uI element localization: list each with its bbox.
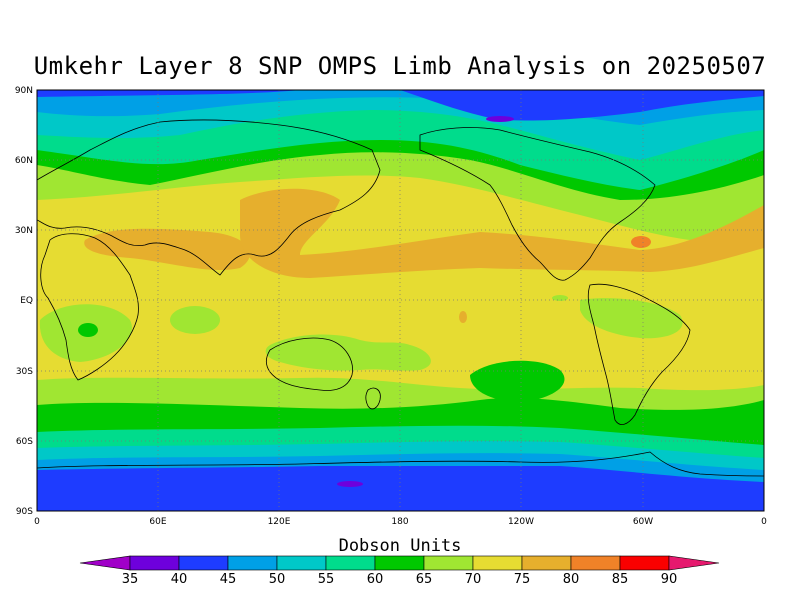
ozone-band-45-south bbox=[37, 466, 764, 511]
north-america-coastline bbox=[419, 127, 656, 281]
lon-label: 0 bbox=[34, 517, 40, 527]
ozone-low-70-south-america bbox=[580, 298, 683, 339]
new-zealand-coastline bbox=[365, 387, 381, 410]
antarctica-coastline bbox=[37, 451, 764, 477]
south-america-coastline bbox=[587, 283, 691, 425]
colorbar-label: 80 bbox=[563, 572, 580, 587]
lon-label: 120W bbox=[508, 517, 534, 527]
colorbar-label: 90 bbox=[661, 572, 678, 587]
chart-title: Umkehr Layer 8 SNP OMPS Limb Analysis on… bbox=[33, 52, 767, 80]
ozone-field bbox=[37, 90, 764, 511]
lat-label: EQ bbox=[20, 296, 33, 306]
lon-label: 0 bbox=[761, 517, 767, 527]
lon-label: 60W bbox=[633, 517, 653, 527]
lon-axis: 0 60E 120E 180 120W 60W 0 bbox=[34, 517, 767, 527]
colorbar-swatch bbox=[423, 555, 474, 571]
colorbar-swatch bbox=[570, 555, 621, 571]
lat-label: 30N bbox=[15, 226, 33, 236]
lat-label: 30S bbox=[16, 367, 33, 377]
lat-label: 90S bbox=[16, 507, 33, 517]
colorbar-label: 40 bbox=[171, 572, 188, 587]
ozone-high-80-equatorial bbox=[459, 311, 467, 323]
colorbar-label: 65 bbox=[416, 572, 433, 587]
africa-coastline bbox=[40, 233, 139, 381]
ozone-band-45-north bbox=[400, 90, 764, 121]
colorbar-label: 35 bbox=[122, 572, 139, 587]
colorbar-swatch bbox=[129, 555, 180, 571]
lon-label: 180 bbox=[391, 517, 408, 527]
colorbar-swatch bbox=[276, 555, 327, 571]
lat-axis: 90N 60N 30N EQ 30S 60S 90S bbox=[15, 86, 33, 517]
lon-label: 60E bbox=[149, 517, 166, 527]
colorbar-swatch bbox=[668, 555, 720, 571]
lat-label: 60N bbox=[15, 156, 33, 166]
colorbar-swatch bbox=[374, 555, 425, 571]
lat-label: 90N bbox=[15, 86, 33, 96]
ozone-min-40-south bbox=[337, 481, 363, 487]
ozone-low-65-africa bbox=[78, 323, 98, 337]
colorbar-swatch bbox=[521, 555, 572, 571]
colorbar-label: 55 bbox=[318, 572, 335, 587]
map-frame bbox=[36, 89, 765, 512]
colorbar-label: 70 bbox=[465, 572, 482, 587]
ozone-high-80-africa bbox=[84, 228, 250, 271]
colorbar-swatch bbox=[227, 555, 278, 571]
colorbar-swatch bbox=[619, 555, 670, 571]
colorbar-swatch bbox=[79, 555, 131, 571]
ozone-low-70-east-pacific bbox=[552, 295, 568, 301]
colorbar-swatch bbox=[325, 555, 376, 571]
colorbar-swatch bbox=[472, 555, 523, 571]
ozone-low-70-indian bbox=[170, 306, 220, 334]
colorbar-label: 75 bbox=[514, 572, 531, 587]
ozone-min-40-north bbox=[486, 116, 514, 122]
colorbar-title: Dobson Units bbox=[338, 536, 462, 556]
lon-label: 120E bbox=[268, 517, 291, 527]
lat-label: 60S bbox=[16, 437, 33, 447]
colorbar-label: 85 bbox=[612, 572, 629, 587]
colorbar: 35 40 45 50 55 60 65 70 75 80 85 90 bbox=[79, 555, 720, 587]
eurasia-coastline bbox=[37, 119, 381, 276]
colorbar-label: 50 bbox=[269, 572, 286, 587]
colorbar-label: 60 bbox=[367, 572, 384, 587]
ozone-high-80-pacific bbox=[240, 188, 764, 278]
ozone-max-85-atlantic bbox=[631, 236, 651, 248]
ozone-band-45-north-west bbox=[37, 90, 300, 97]
colorbar-label: 45 bbox=[220, 572, 237, 587]
colorbar-swatch bbox=[178, 555, 229, 571]
ozone-low-70-south-pacific bbox=[265, 334, 431, 371]
